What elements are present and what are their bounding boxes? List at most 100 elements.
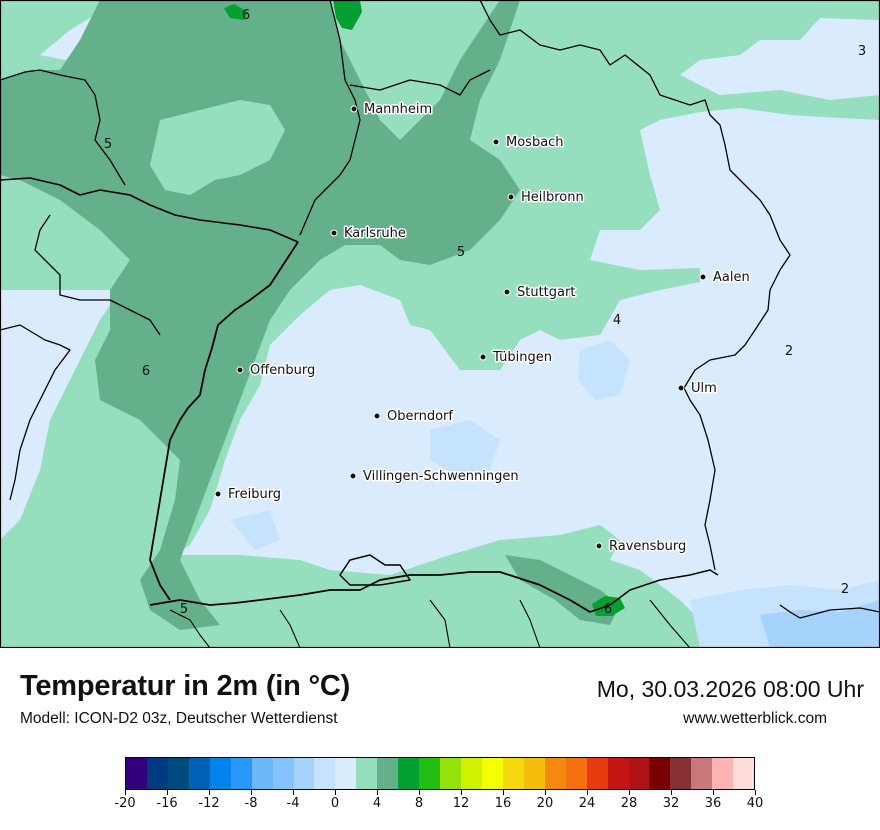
city-mannheim: Mannheim xyxy=(350,101,434,119)
isotherm-label: 5 xyxy=(457,245,465,260)
colorbar-segment xyxy=(272,758,294,789)
colorbar-ticks: -20 -16 -12 -8 -4 0 4 8 12 16 20 24 28 32 36 40 xyxy=(114,790,763,820)
temp-region-minus2-0-b xyxy=(430,420,500,475)
city-label: Mannheim xyxy=(364,102,432,117)
colorbar-segment xyxy=(502,758,524,789)
border-bavaria xyxy=(479,0,791,571)
city-label: Mosbach xyxy=(506,135,564,150)
colorbar-tick-label: 28 xyxy=(620,796,638,811)
temp-region-minus2-0-a xyxy=(578,340,630,400)
colorbar-segment xyxy=(461,758,482,789)
city-dot-icon xyxy=(595,542,603,550)
city-label: Tübingen xyxy=(492,350,552,365)
colorbar-segment xyxy=(209,758,231,789)
colorbar-tick xyxy=(125,790,126,795)
colorbar-segment xyxy=(335,758,357,789)
colorbar-segment xyxy=(146,758,168,789)
border-france xyxy=(149,241,299,601)
colorbar-segment xyxy=(712,758,734,789)
border-hessen xyxy=(299,0,361,236)
isotherm-label: 5 xyxy=(180,602,188,617)
colorbar-segment xyxy=(586,758,608,789)
city-label: Freiburg xyxy=(228,487,281,502)
colorbar-tick xyxy=(461,790,462,795)
isotherm-label: 6 xyxy=(142,364,150,379)
city-heilbronn: Heilbronn xyxy=(507,189,585,207)
colorbar-segment xyxy=(670,758,692,789)
temp-region-4-6-bodensee xyxy=(505,555,620,625)
footer-legend: Temperatur in 2m (in °C) Modell: ICON-D2… xyxy=(0,648,880,830)
city-label: Ulm xyxy=(691,381,717,396)
colorbar-tick xyxy=(629,790,630,795)
colorbar-segment xyxy=(314,758,336,789)
colorbar-segment xyxy=(251,758,273,789)
colorbar-tick-label: -8 xyxy=(244,796,258,811)
temp-region-6-8-north2 xyxy=(224,4,248,20)
border-swiss-inner xyxy=(169,599,691,648)
border-saar xyxy=(0,177,299,243)
city-oberndorf: Oberndorf xyxy=(373,408,455,426)
borders xyxy=(0,0,880,648)
isotherm-label: 2 xyxy=(841,582,849,597)
city-label: Karlsruhe xyxy=(344,226,406,241)
city-t-bingen: Tübingen xyxy=(479,349,554,367)
colorbar-segment xyxy=(167,758,189,789)
city-dot-icon xyxy=(350,105,358,113)
temp-region-6-8-north xyxy=(333,0,362,30)
colorbar-tick xyxy=(713,790,714,795)
border-austria xyxy=(589,569,719,613)
city-offenburg: Offenburg xyxy=(236,362,317,380)
colorbar-tick xyxy=(671,790,672,795)
temp-region-4-6 xyxy=(0,0,520,630)
isotherm-label: 5 xyxy=(104,137,112,152)
city-villingen-schwenningen: Villingen-Schwenningen xyxy=(349,468,520,486)
isotherm-label: 3 xyxy=(858,44,866,59)
colorbar-tick-label: -20 xyxy=(114,796,136,811)
colorbar-tick xyxy=(755,790,756,795)
city-label: Aalen xyxy=(713,270,750,285)
city-karlsruhe: Karlsruhe xyxy=(330,225,407,243)
city-dot-icon xyxy=(349,472,357,480)
border-west xyxy=(0,324,71,501)
city-dot-icon xyxy=(479,353,487,361)
isotherm-label: 6 xyxy=(242,8,250,23)
colorbar-segment xyxy=(649,758,671,789)
colorbar-tick xyxy=(251,790,252,795)
border-rlp-hessen xyxy=(349,69,491,96)
city-dot-icon xyxy=(699,273,707,281)
website-link[interactable]: www.wetterblick.com xyxy=(683,710,827,727)
colorbar-tick xyxy=(293,790,294,795)
isotherm-label: 4 xyxy=(613,313,621,328)
colorbar-tick xyxy=(209,790,210,795)
colorbar-tick-label: -4 xyxy=(286,796,300,811)
city-dot-icon xyxy=(492,138,500,146)
colorbar-segment xyxy=(188,758,210,789)
city-dot-icon xyxy=(503,288,511,296)
city-label: Ravensburg xyxy=(609,539,686,554)
city-aalen: Aalen xyxy=(699,269,751,287)
colorbar-tick xyxy=(545,790,546,795)
lake-outline xyxy=(339,554,411,586)
city-dot-icon xyxy=(373,412,381,420)
border-rlp-inner xyxy=(0,69,126,186)
city-ulm: Ulm xyxy=(677,380,718,398)
colorbar-segment xyxy=(419,758,441,789)
city-label: Villingen-Schwenningen xyxy=(363,469,519,484)
city-dot-icon xyxy=(330,229,338,237)
forecast-datetime: Mo, 30.03.2026 08:00 Uhr xyxy=(596,676,864,702)
colorbar-segment xyxy=(565,758,587,789)
colorbar-tick xyxy=(335,790,336,795)
city-markers: Mannheim Mosbach Heilbronn Karlsruhe Aalen St… xyxy=(214,101,751,556)
temp-region-minus2-0-d xyxy=(230,510,280,550)
city-label: Oberndorf xyxy=(387,409,453,424)
colorbar-tick-label: 16 xyxy=(494,796,512,811)
colorbar-tick xyxy=(419,790,420,795)
temp-region-0-2-west xyxy=(0,380,50,540)
colorbar-tick xyxy=(377,790,378,795)
colorbar-segment xyxy=(523,758,545,789)
isotherm-label: 2 xyxy=(785,344,793,359)
colorbar-tick-label: 40 xyxy=(746,796,764,811)
colorbar-tick-label: 24 xyxy=(578,796,596,811)
colorbar-tick xyxy=(503,790,504,795)
colorbar-segment xyxy=(293,758,315,789)
